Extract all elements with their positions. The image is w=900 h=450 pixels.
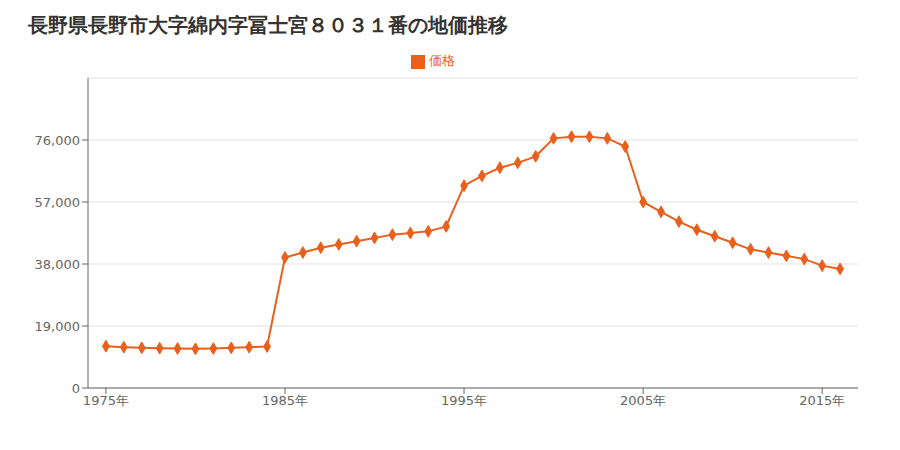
svg-text:2015年: 2015年 xyxy=(799,393,845,408)
svg-text:1995年: 1995年 xyxy=(441,393,487,408)
svg-text:0: 0 xyxy=(72,381,80,396)
svg-text:2005年: 2005年 xyxy=(620,393,666,408)
html-text:長野県長野市大字綿内字冨士宮８０３１番の地価推移: 長野県長野市大字綿内字冨士宮８０３１番の地価推移 xyxy=(28,13,508,37)
html-text:価格: 価格 xyxy=(429,53,455,68)
svg-text:57,000: 57,000 xyxy=(35,195,81,210)
svg-text:19,000: 19,000 xyxy=(35,319,81,334)
svg-text:76,000: 76,000 xyxy=(35,133,81,148)
svg-text:1975年: 1975年 xyxy=(83,393,129,408)
svg-text:38,000: 38,000 xyxy=(35,257,81,272)
svg-text:1985年: 1985年 xyxy=(262,393,308,408)
